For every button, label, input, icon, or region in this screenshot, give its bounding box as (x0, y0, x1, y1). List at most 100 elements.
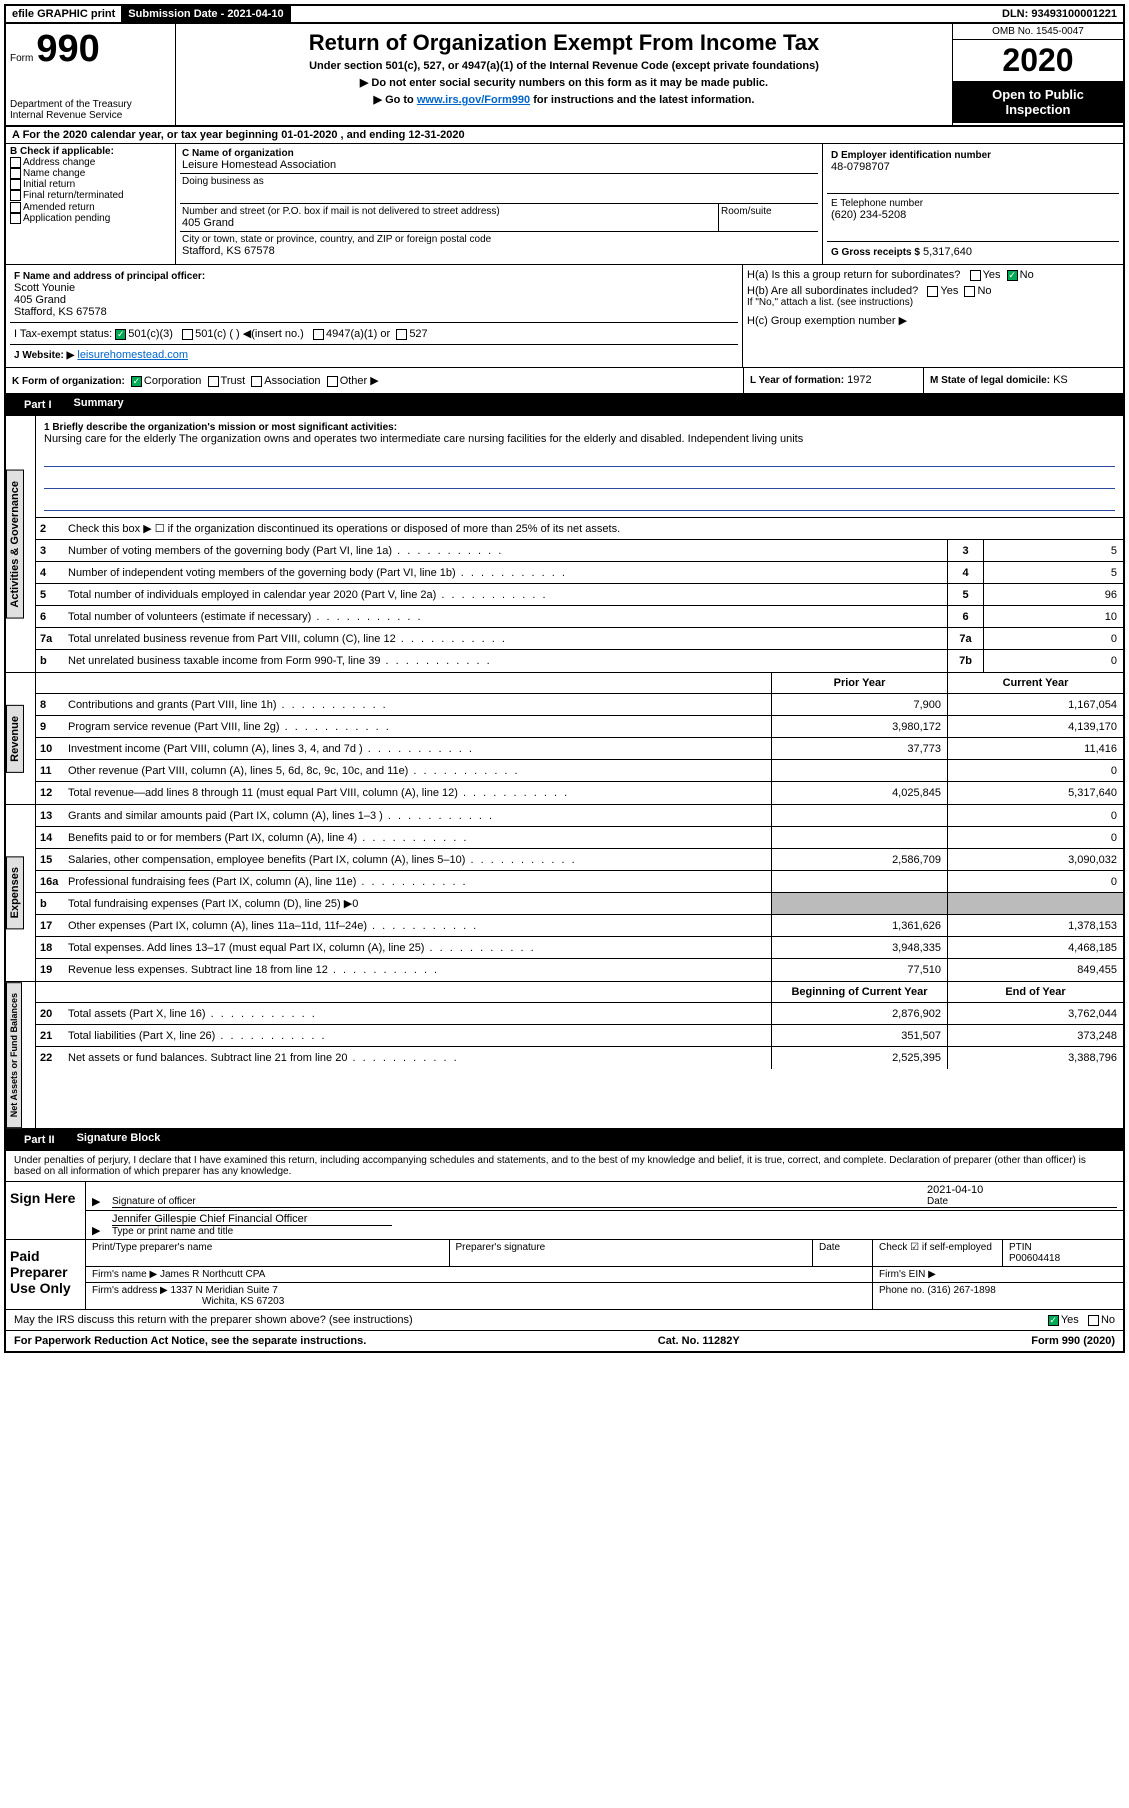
summary-line: 18 Total expenses. Add lines 13–17 (must… (36, 937, 1123, 959)
chk-trust[interactable] (208, 376, 219, 387)
chk-final-return[interactable] (10, 190, 21, 201)
chk-ha-yes[interactable] (970, 270, 981, 281)
summary-line: 6 Total number of volunteers (estimate i… (36, 606, 1123, 628)
officer-name-title: Jennifer Gillespie Chief Financial Offic… (112, 1213, 392, 1226)
submission-date: Submission Date - 2021-04-10 (122, 6, 290, 22)
mission-text: Nursing care for the elderly The organiz… (44, 433, 1115, 445)
entity-section: B Check if applicable: Address change Na… (6, 144, 1123, 265)
box-deg: D Employer identification number 48-0798… (823, 144, 1123, 264)
summary-line: 7a Total unrelated business revenue from… (36, 628, 1123, 650)
revenue-block: Revenue Prior YearCurrent Year 8 Contrib… (6, 673, 1123, 805)
firm-address: 1337 N Meridian Suite 7 (171, 1285, 278, 1296)
summary-line: 8 Contributions and grants (Part VIII, l… (36, 694, 1123, 716)
chk-ha-no[interactable] (1007, 270, 1018, 281)
chk-association[interactable] (251, 376, 262, 387)
sign-arrow-icon: ▶ (92, 1196, 100, 1208)
tab-expenses: Expenses (6, 856, 24, 929)
perjury-declaration: Under penalties of perjury, I declare th… (6, 1151, 1123, 1182)
paid-preparer-block: Paid Preparer Use Only Print/Type prepar… (6, 1240, 1123, 1310)
box-l: L Year of formation: 1972 (743, 368, 923, 393)
chk-hb-no[interactable] (964, 286, 975, 297)
chk-amended-return[interactable] (10, 202, 21, 213)
chk-application-pending[interactable] (10, 213, 21, 224)
street-address: 405 Grand (182, 217, 716, 229)
summary-line: 14 Benefits paid to or for members (Part… (36, 827, 1123, 849)
summary-line: 22 Net assets or fund balances. Subtract… (36, 1047, 1123, 1069)
chk-4947[interactable] (313, 329, 324, 340)
chk-501c3[interactable] (115, 329, 126, 340)
summary-line: 12 Total revenue—add lines 8 through 11 … (36, 782, 1123, 804)
sign-arrow-icon-2: ▶ (92, 1225, 100, 1237)
firm-phone: (316) 267-1898 (927, 1285, 995, 1296)
box-i: I Tax-exempt status: 501(c)(3) 501(c) ( … (10, 323, 738, 344)
chk-initial-return[interactable] (10, 179, 21, 190)
gross-receipts: 5,317,640 (923, 246, 972, 258)
chk-527[interactable] (396, 329, 407, 340)
form-header: Form 990 Department of the Treasury Inte… (6, 24, 1123, 127)
expenses-block: Expenses 13 Grants and similar amounts p… (6, 805, 1123, 982)
chk-hb-yes[interactable] (927, 286, 938, 297)
summary-line: 15 Salaries, other compensation, employe… (36, 849, 1123, 871)
efile-print[interactable]: efile GRAPHIC print (6, 6, 122, 22)
telephone: (620) 234-5208 (831, 209, 1115, 221)
omb-number: OMB No. 1545-0047 (953, 24, 1123, 40)
tab-revenue: Revenue (6, 705, 24, 773)
dept-treasury: Department of the Treasury (10, 99, 171, 110)
org-name: Leisure Homestead Association (182, 159, 816, 171)
box-m: M State of legal domicile: KS (923, 368, 1123, 393)
summary-line: 3 Number of voting members of the govern… (36, 540, 1123, 562)
website-link[interactable]: leisurehomestead.com (77, 349, 188, 361)
tab-activities-governance: Activities & Governance (6, 470, 24, 619)
form-label: Form (10, 53, 33, 64)
summary-line: 17 Other expenses (Part IX, column (A), … (36, 915, 1123, 937)
summary-line: 13 Grants and similar amounts paid (Part… (36, 805, 1123, 827)
chk-discuss-yes[interactable] (1048, 1315, 1059, 1326)
box-b: B Check if applicable: Address change Na… (6, 144, 176, 264)
form-990-page: efile GRAPHIC print Submission Date - 20… (4, 4, 1125, 1353)
summary-line: 4 Number of independent voting members o… (36, 562, 1123, 584)
instructions-link[interactable]: www.irs.gov/Form990 (417, 94, 530, 106)
form-title: Return of Organization Exempt From Incom… (182, 30, 946, 56)
tax-year: 2020 (994, 40, 1081, 81)
box-h: H(a) Is this a group return for subordin… (743, 265, 1123, 367)
open-public-badge: Open to Public Inspection (953, 81, 1123, 123)
subtitle-2: ▶ Do not enter social security numbers o… (182, 76, 946, 89)
ein: 48-0798707 (831, 161, 1115, 173)
discuss-row: May the IRS discuss this return with the… (6, 1310, 1123, 1331)
summary-line: b Net unrelated business taxable income … (36, 650, 1123, 672)
ptin: P00604418 (1009, 1253, 1117, 1264)
sign-here-block: Sign Here ▶ Signature of officer 2021-04… (6, 1182, 1123, 1240)
summary-line: 19 Revenue less expenses. Subtract line … (36, 959, 1123, 981)
chk-other[interactable] (327, 376, 338, 387)
part2-header: Part II Signature Block (6, 1129, 1123, 1151)
summary-line: 5 Total number of individuals employed i… (36, 584, 1123, 606)
summary-line: 20 Total assets (Part X, line 16) 2,876,… (36, 1003, 1123, 1025)
irs-label: Internal Revenue Service (10, 110, 171, 121)
subtitle-3: ▶ Go to www.irs.gov/Form990 for instruct… (182, 93, 946, 106)
chk-501c[interactable] (182, 329, 193, 340)
summary-line: 10 Investment income (Part VIII, column … (36, 738, 1123, 760)
page-footer: For Paperwork Reduction Act Notice, see … (6, 1331, 1123, 1351)
net-assets-block: Net Assets or Fund Balances Beginning of… (6, 982, 1123, 1129)
summary-line: 21 Total liabilities (Part X, line 26) 3… (36, 1025, 1123, 1047)
klm-row: K Form of organization: Corporation Trus… (6, 368, 1123, 394)
officer-name: Scott Younie (14, 282, 734, 294)
chk-discuss-no[interactable] (1088, 1315, 1099, 1326)
officer-group-section: F Name and address of principal officer:… (6, 265, 1123, 368)
tab-net-assets: Net Assets or Fund Balances (6, 982, 22, 1128)
subtitle-1: Under section 501(c), 527, or 4947(a)(1)… (182, 60, 946, 72)
activities-governance-block: Activities & Governance 1 Briefly descri… (6, 416, 1123, 673)
box-c: C Name of organization Leisure Homestead… (176, 144, 823, 264)
summary-line: b Total fundraising expenses (Part IX, c… (36, 893, 1123, 915)
topbar: efile GRAPHIC print Submission Date - 20… (6, 6, 1123, 24)
chk-address-change[interactable] (10, 157, 21, 168)
summary-line: 16a Professional fundraising fees (Part … (36, 871, 1123, 893)
room-suite-label: Room/suite (718, 204, 818, 231)
firm-name: James R Northcutt CPA (160, 1269, 265, 1280)
chk-corporation[interactable] (131, 376, 142, 387)
city-state-zip: Stafford, KS 67578 (182, 245, 816, 257)
dba-label: Doing business as (182, 176, 816, 187)
form-number: 990 (36, 28, 99, 70)
chk-name-change[interactable] (10, 168, 21, 179)
summary-line: 9 Program service revenue (Part VIII, li… (36, 716, 1123, 738)
